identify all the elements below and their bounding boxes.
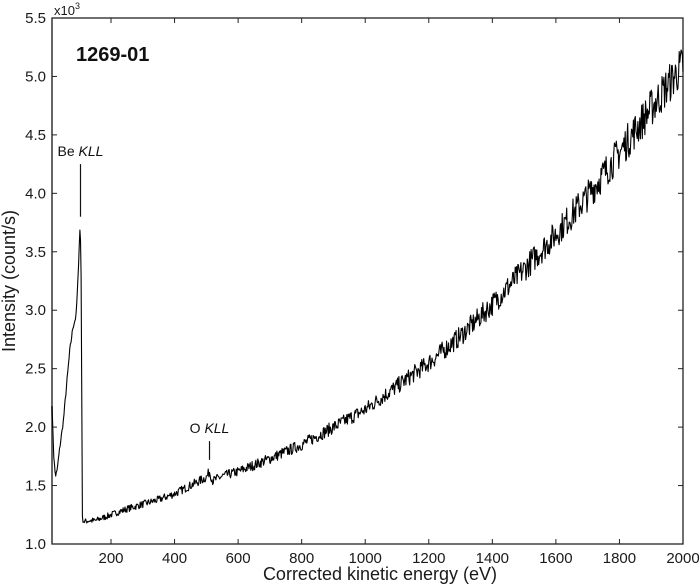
x-tick-label: 600: [226, 550, 251, 567]
x-tick-label: 200: [98, 550, 123, 567]
x-tick-label: 800: [289, 550, 314, 567]
o-kll-label: O KLL: [190, 420, 230, 436]
y-tick-label: 3.0: [25, 302, 46, 319]
y-tick-label: 1.5: [25, 478, 46, 495]
x-tick-label: 400: [162, 550, 187, 567]
y-tick-label: 5.0: [25, 68, 46, 85]
x-tick-label: 1800: [603, 550, 636, 567]
x-tick-label: 2000: [666, 550, 699, 567]
axis-ticks: 200 400 600 800 1000 1200 1400 1600 1800 2000 1.0 1…: [25, 10, 700, 567]
y-tick-label: 4.5: [25, 127, 46, 144]
sample-label: 1269-01: [76, 44, 149, 66]
be-kll-label: Be KLL: [58, 143, 104, 159]
plot-axes: [51, 17, 684, 545]
y-tick-label: 5.5: [25, 10, 46, 27]
y-tick-label: 1.0: [25, 536, 46, 553]
x-tick-label: 1200: [412, 550, 445, 567]
peak-annotations: Be KLL O KLL: [58, 143, 230, 460]
y-axis-title: Intensity (count/s): [0, 210, 19, 352]
x-tick-label: 1600: [539, 550, 572, 567]
y-tick-label: 2.0: [25, 419, 46, 436]
x-axis-title: Corrected kinetic energy (eV): [263, 564, 497, 584]
x-tick-label: 1400: [476, 550, 509, 567]
x-tick-label: 1000: [349, 550, 382, 567]
y-tick-label: 3.5: [25, 244, 46, 261]
y-tick-label: 4.0: [25, 185, 46, 202]
y-axis-multiplier: x103: [54, 1, 80, 18]
y-tick-label: 2.5: [25, 361, 46, 378]
spectrum-line: [51, 49, 684, 524]
